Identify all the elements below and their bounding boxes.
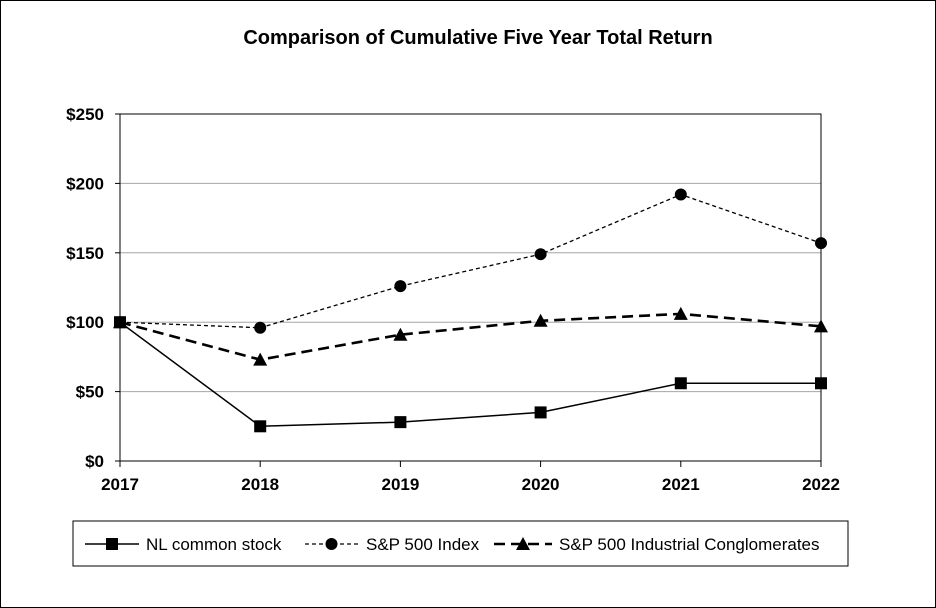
data-point — [814, 319, 828, 333]
y-tick-label: $100 — [66, 313, 104, 332]
data-point — [534, 406, 547, 419]
data-point — [815, 237, 827, 250]
data-point — [674, 377, 687, 390]
data-point — [394, 280, 407, 293]
series-line — [119, 312, 822, 362]
legend-label: NL common stock — [146, 535, 282, 554]
legend-box — [72, 520, 849, 567]
series-3 — [113, 306, 828, 366]
legend-item: S&P 500 Index — [305, 535, 480, 554]
y-tick-label: $0 — [85, 452, 104, 471]
series-layer — [113, 188, 828, 433]
y-axis: $0 $50 $100 $150 $200 $250 — [66, 105, 120, 471]
x-tick-label: 2021 — [662, 475, 700, 494]
x-tick-label: 2017 — [101, 475, 139, 494]
x-tick-label: 2020 — [522, 475, 560, 494]
legend-marker — [516, 537, 530, 550]
data-point — [394, 416, 407, 429]
data-point — [113, 315, 127, 329]
legend-label: S&P 500 Index — [366, 535, 480, 554]
x-axis: 2017 2018 2019 2020 2021 2022 — [101, 461, 840, 494]
x-tick-label: 2019 — [381, 475, 419, 494]
legend-marker — [106, 538, 118, 550]
y-tick-label: $150 — [66, 244, 104, 263]
x-tick-label: 2018 — [241, 475, 279, 494]
plot-area — [119, 113, 822, 462]
x-tick-label: 2022 — [802, 475, 840, 494]
chart-title: Comparison of Cumulative Five Year Total… — [243, 27, 712, 49]
data-point — [253, 352, 268, 366]
data-point — [254, 321, 267, 334]
data-point — [815, 377, 827, 390]
legend: NL common stock S&P 500 Index S&P 500 Indu… — [72, 520, 849, 567]
y-tick-label: $250 — [66, 105, 104, 124]
legend-label: S&P 500 Industrial Conglomerates — [559, 535, 820, 554]
series-line — [119, 321, 821, 428]
data-point — [393, 327, 408, 341]
series-1 — [114, 316, 827, 433]
y-tick-label: $200 — [66, 174, 104, 193]
data-point — [534, 248, 547, 261]
data-point — [674, 188, 687, 201]
data-point — [533, 313, 548, 327]
y-tick-label: $50 — [76, 383, 104, 402]
gridlines — [120, 182, 821, 393]
series-line — [119, 193, 822, 329]
legend-item: NL common stock — [85, 535, 282, 554]
legend-marker — [325, 538, 338, 550]
data-point — [673, 306, 688, 320]
series-2 — [114, 188, 827, 334]
data-point — [254, 420, 267, 433]
legend-item: S&P 500 Industrial Conglomerates — [494, 535, 820, 554]
